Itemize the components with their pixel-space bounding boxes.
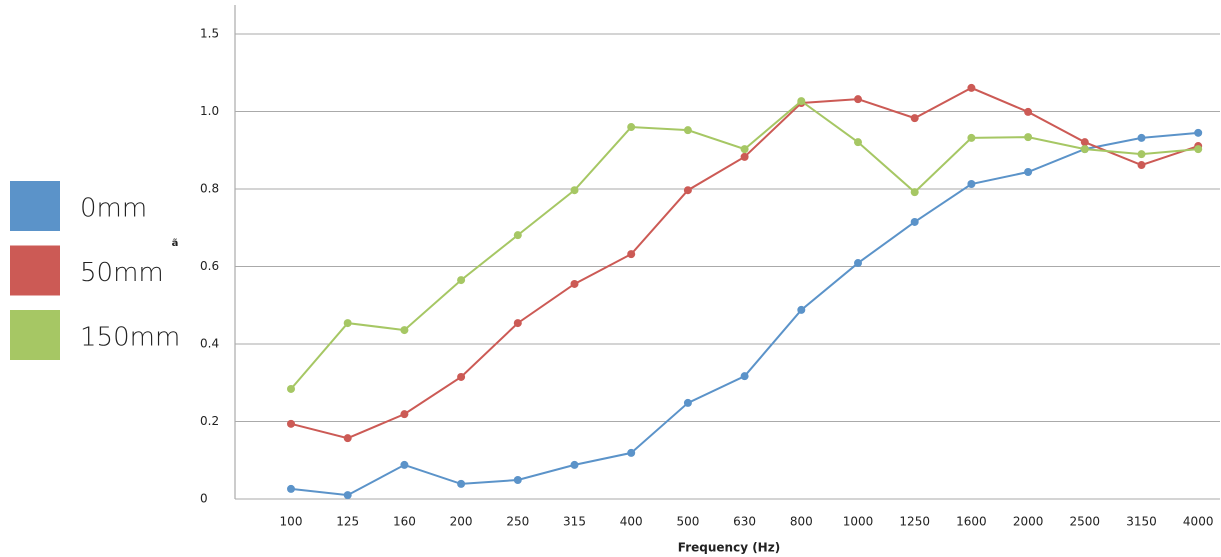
point (1024, 107, 1033, 116)
point (797, 305, 806, 314)
point (400, 460, 409, 469)
x-tick-label: 160 (393, 515, 416, 529)
point (343, 434, 352, 443)
point (740, 145, 749, 154)
y-tick-label: 0.6 (200, 259, 219, 273)
x-tick-label: 1000 (843, 515, 874, 529)
point (967, 180, 976, 189)
x-tick-label: 315 (563, 515, 586, 529)
point (627, 123, 636, 132)
point (910, 188, 919, 197)
legend-swatch (10, 310, 60, 360)
point (1080, 145, 1089, 154)
point (967, 83, 976, 92)
x-tick-label: 1250 (899, 515, 930, 529)
point (513, 476, 522, 485)
x-tick-label: 4000 (1183, 515, 1214, 529)
point (1137, 161, 1146, 170)
point (570, 279, 579, 288)
point (683, 186, 692, 195)
point (570, 460, 579, 469)
x-tick-label: 500 (676, 515, 699, 529)
series-line (290, 131, 1199, 497)
point (400, 410, 409, 419)
point (627, 250, 636, 259)
point (513, 231, 522, 240)
y-tick-label: 0 (200, 492, 208, 506)
y-tick-label: 1.5 (200, 27, 219, 41)
legend-label: 150mm (80, 323, 180, 353)
point (1194, 145, 1203, 154)
x-tick-label: 250 (506, 515, 529, 529)
point (287, 419, 295, 428)
legend-swatch (10, 245, 60, 296)
x-tick-label: 630 (733, 515, 756, 529)
point (343, 319, 352, 328)
point (1024, 167, 1033, 176)
point (1137, 150, 1146, 159)
point (1194, 128, 1203, 137)
y-tick-label: 1.0 (200, 104, 219, 118)
point (627, 448, 636, 457)
series-line (290, 99, 1199, 390)
legend-label: 50mm (80, 258, 164, 288)
point (910, 114, 919, 123)
x-tick-label: 200 (450, 515, 473, 529)
x-tick-label: 1600 (956, 515, 987, 529)
point (457, 479, 466, 488)
legend-label: 0mm (80, 194, 147, 224)
point (683, 126, 692, 135)
x-tick-label: 125 (336, 515, 359, 529)
x-tick-label: 800 (790, 515, 813, 529)
point (343, 491, 352, 500)
point (1024, 133, 1033, 142)
point (513, 319, 522, 328)
legend-swatch (10, 181, 60, 231)
point (570, 186, 579, 195)
y-tick-label: 0.4 (200, 337, 219, 351)
point (457, 372, 466, 381)
x-tick-label: 3150 (1126, 515, 1157, 529)
y-tick-label: 0.2 (200, 414, 219, 428)
y-tick-label: 0.8 (200, 182, 219, 196)
point (967, 133, 976, 142)
point (740, 372, 749, 381)
point (854, 138, 862, 147)
x-tick-label: 2500 (1070, 515, 1101, 529)
point (400, 326, 409, 335)
point (1080, 138, 1089, 147)
point (797, 97, 806, 106)
point (854, 95, 862, 104)
point (1137, 133, 1146, 142)
x-tick-label: 2000 (1013, 515, 1044, 529)
point (457, 276, 466, 285)
x-axis-label: Frequency (Hz) (678, 541, 780, 555)
point (287, 384, 295, 393)
point (287, 484, 295, 493)
x-tick-label: 100 (280, 515, 303, 529)
x-tick-label: 400 (620, 515, 643, 529)
point (910, 217, 919, 226)
point (854, 259, 862, 268)
point (740, 152, 749, 161)
annotation: ã (172, 238, 179, 249)
series-line (290, 86, 1199, 440)
point (683, 398, 692, 407)
